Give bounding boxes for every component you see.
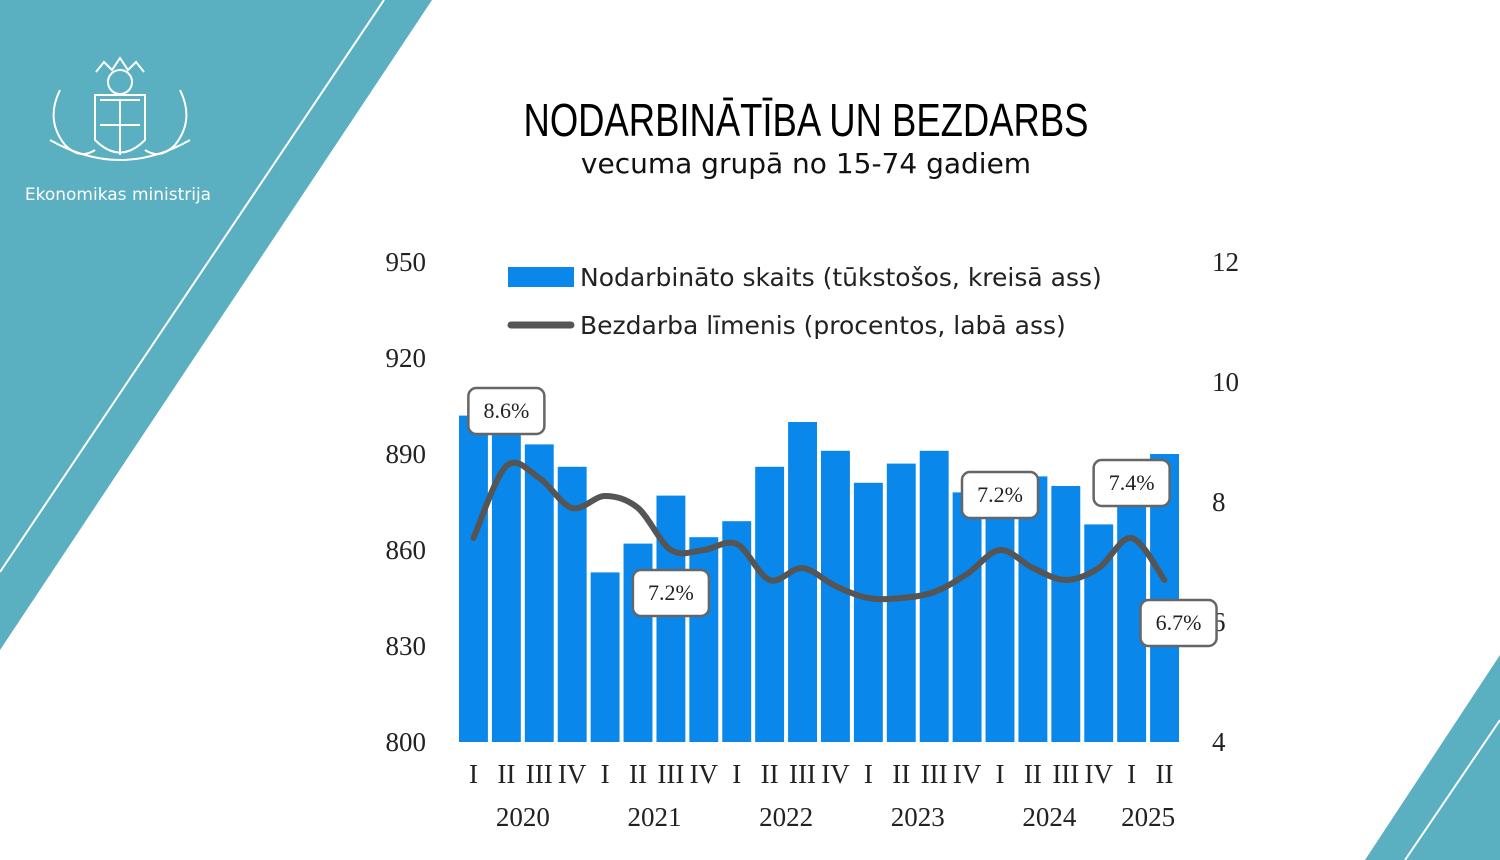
x-tick-label: III bbox=[657, 759, 684, 789]
value-label: 6.7% bbox=[1156, 610, 1202, 635]
value-label-box: 7.4% bbox=[1092, 458, 1171, 508]
line bbox=[470, 459, 1168, 603]
year-label: 2025 bbox=[1121, 802, 1175, 832]
bar bbox=[590, 572, 620, 742]
x-tick-label: I bbox=[469, 759, 478, 789]
bar bbox=[952, 492, 982, 742]
bar bbox=[1051, 486, 1081, 742]
value-label: 8.6% bbox=[483, 398, 529, 423]
legend-swatch bbox=[508, 267, 574, 287]
year-label: 2021 bbox=[627, 802, 681, 832]
x-tick-label: IV bbox=[558, 759, 587, 789]
value-label-box: 8.6% bbox=[467, 386, 546, 436]
year-label: 2022 bbox=[759, 802, 813, 832]
bar bbox=[557, 466, 587, 742]
y-tick-label: 950 bbox=[386, 247, 427, 277]
decor-line bbox=[0, 0, 385, 573]
x-tick-label: II bbox=[1156, 759, 1174, 789]
x-tick-label: II bbox=[1024, 759, 1042, 789]
bar bbox=[821, 450, 850, 742]
x-tick-label: III bbox=[526, 759, 553, 789]
x-tick-label: IV bbox=[953, 759, 982, 789]
x-tick-label: II bbox=[761, 759, 779, 789]
chart-subtitle: vecuma grupā no 15-74 gadiem bbox=[581, 147, 1031, 180]
y2-tick-label: 8 bbox=[1212, 487, 1226, 517]
x-tick-label: III bbox=[921, 759, 948, 789]
y-tick-label: 890 bbox=[386, 439, 427, 469]
x-tick-label: IV bbox=[690, 759, 719, 789]
decor-band bbox=[1365, 655, 1500, 860]
bar bbox=[788, 422, 817, 742]
value-label-box: 7.2% bbox=[960, 470, 1040, 520]
bar bbox=[459, 415, 488, 742]
y2-tick-label: 12 bbox=[1212, 247, 1239, 277]
bar bbox=[853, 482, 883, 742]
value-label-box: 6.7% bbox=[1139, 598, 1218, 648]
bar bbox=[689, 537, 719, 742]
y-tick-label: 800 bbox=[386, 727, 427, 757]
value-label-box: 7.2% bbox=[631, 568, 711, 618]
x-tick-label: I bbox=[996, 759, 1005, 789]
decor-line bbox=[1404, 719, 1500, 860]
y2-tick-label: 10 bbox=[1212, 367, 1239, 397]
label-box bbox=[1092, 458, 1171, 508]
org-name: Ekonomikas ministrija bbox=[25, 185, 211, 205]
bar bbox=[1018, 476, 1048, 742]
legend-label: Bezdarba līmenis (procentos, labā ass) bbox=[580, 311, 1066, 340]
bar bbox=[524, 444, 554, 742]
value-label: 7.2% bbox=[977, 482, 1023, 507]
legend-label: Nodarbināto skaits (tūkstošos, kreisā as… bbox=[580, 263, 1102, 292]
chart-title: NODARBINĀTĪBA UN BEZDARBS bbox=[524, 94, 1089, 146]
x-tick-label: IV bbox=[1084, 759, 1113, 789]
x-tick-label: II bbox=[497, 759, 515, 789]
x-tick-label: II bbox=[892, 759, 910, 789]
bar bbox=[886, 463, 916, 742]
value-label: 7.4% bbox=[1109, 470, 1155, 495]
year-label: 2024 bbox=[1022, 802, 1077, 832]
y-tick-label: 830 bbox=[386, 631, 427, 661]
x-tick-label: III bbox=[1052, 759, 1079, 789]
x-tick-label: I bbox=[1127, 759, 1136, 789]
label-box bbox=[960, 470, 1040, 520]
bar bbox=[985, 495, 1015, 742]
x-tick-label: II bbox=[629, 759, 647, 789]
x-tick-label: I bbox=[601, 759, 610, 789]
bar bbox=[656, 495, 686, 742]
label-box bbox=[1139, 598, 1218, 648]
x-tick-label: I bbox=[864, 759, 873, 789]
bar bbox=[491, 428, 521, 742]
x-tick-label: IV bbox=[821, 759, 850, 789]
decor-band bbox=[0, 0, 432, 650]
bar bbox=[755, 466, 785, 742]
x-tick-label: III bbox=[789, 759, 816, 789]
label-box bbox=[631, 568, 711, 618]
label-box bbox=[467, 386, 546, 436]
x-tick-label: I bbox=[732, 759, 741, 789]
logo bbox=[49, 56, 191, 161]
y-tick-label: 920 bbox=[386, 343, 427, 373]
value-label: 7.2% bbox=[648, 580, 694, 605]
y-tick-label: 860 bbox=[386, 535, 427, 565]
year-label: 2023 bbox=[891, 802, 945, 832]
year-label: 2020 bbox=[496, 802, 550, 832]
y2-tick-label: 4 bbox=[1212, 727, 1226, 757]
